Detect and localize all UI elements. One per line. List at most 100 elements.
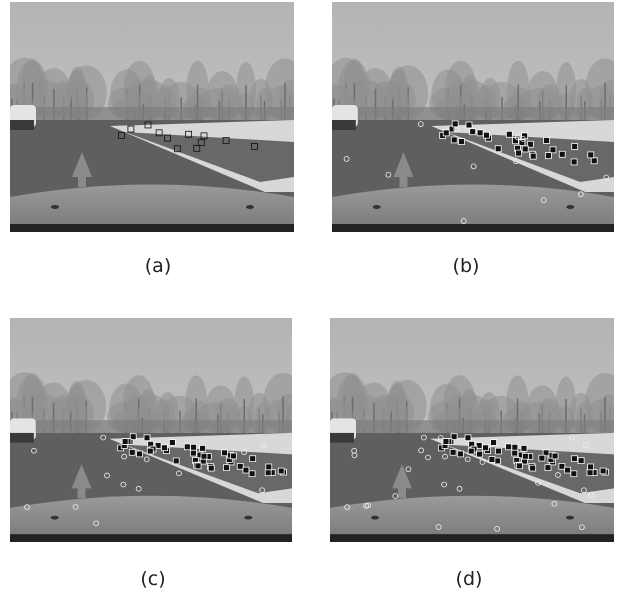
hood-spot xyxy=(566,205,574,209)
hood-shadow xyxy=(10,224,294,232)
feature-square xyxy=(591,158,597,164)
feature-square xyxy=(147,448,153,454)
feature-square xyxy=(195,463,201,469)
feature-square xyxy=(578,458,584,464)
feature-square xyxy=(521,445,527,451)
feature-square xyxy=(169,440,175,446)
feature-square xyxy=(249,471,255,477)
feature-square xyxy=(278,468,284,474)
feature-square xyxy=(495,146,501,152)
feature-square xyxy=(477,130,483,136)
feature-square xyxy=(443,439,449,445)
feature-square xyxy=(516,463,522,469)
tree-line xyxy=(332,107,614,121)
hood-spot xyxy=(373,205,381,209)
feature-square xyxy=(465,435,471,441)
feature-square xyxy=(129,449,135,455)
photo xyxy=(10,318,292,542)
feature-square xyxy=(588,464,594,470)
feature-square xyxy=(122,439,128,445)
feature-square xyxy=(571,471,577,477)
feature-square xyxy=(519,140,525,146)
feature-square xyxy=(494,458,500,464)
feature-square xyxy=(496,448,502,454)
feature-square xyxy=(452,121,458,127)
feature-square xyxy=(223,465,229,471)
feature-square xyxy=(565,467,571,473)
feature-square xyxy=(559,463,565,469)
feature-square xyxy=(266,464,272,470)
feature-square xyxy=(600,468,606,474)
feature-square xyxy=(530,153,536,159)
feature-square xyxy=(200,445,206,451)
feature-square xyxy=(530,465,536,471)
hood-spot xyxy=(244,516,252,520)
hood-shadow xyxy=(330,534,614,542)
feature-square xyxy=(190,450,196,456)
car-dark xyxy=(10,120,34,130)
feature-square xyxy=(144,435,150,441)
feature-square xyxy=(237,463,243,469)
feature-square xyxy=(451,137,457,143)
feature-square xyxy=(443,130,449,136)
feature-square xyxy=(572,143,578,149)
hood-shadow xyxy=(10,534,292,542)
figure: (a) (b) (c) (d) xyxy=(0,0,619,594)
car-dark xyxy=(332,120,356,130)
feature-square xyxy=(265,470,271,476)
car-dark xyxy=(10,433,34,443)
caption: (c) xyxy=(113,568,193,590)
caption: (d) xyxy=(429,568,509,590)
hood-spot xyxy=(566,516,574,520)
feature-square xyxy=(571,159,577,165)
feature-square xyxy=(173,458,179,464)
feature-square xyxy=(231,453,237,459)
feature-square xyxy=(522,453,528,459)
feature-square xyxy=(483,445,489,451)
feature-square xyxy=(545,153,551,159)
feature-square xyxy=(184,444,190,450)
feature-square xyxy=(550,147,556,153)
feature-square xyxy=(587,470,593,476)
feature-square xyxy=(552,453,558,459)
feature-square xyxy=(466,122,472,128)
feature-square xyxy=(512,444,518,450)
hood-spot xyxy=(246,205,254,209)
feature-square xyxy=(201,453,207,459)
tree-line xyxy=(10,420,292,434)
feature-square xyxy=(222,450,228,456)
hood-shadow xyxy=(332,224,614,232)
feature-square xyxy=(161,445,167,451)
tree-line xyxy=(330,420,614,434)
hood-spot xyxy=(51,516,59,520)
photo xyxy=(10,2,294,232)
caption: (b) xyxy=(426,255,506,277)
feature-square xyxy=(544,137,550,143)
feature-square xyxy=(512,450,518,456)
tree-line xyxy=(10,107,294,121)
feature-square xyxy=(506,444,512,450)
feature-square xyxy=(450,449,456,455)
feature-square xyxy=(477,451,483,457)
photo xyxy=(330,318,614,542)
feature-square xyxy=(516,150,522,156)
feature-square xyxy=(545,465,551,471)
feature-square xyxy=(457,451,463,457)
feature-square xyxy=(459,139,465,145)
feature-square xyxy=(522,133,528,139)
feature-square xyxy=(191,444,197,450)
feature-square xyxy=(137,451,143,457)
feature-square xyxy=(559,151,565,157)
feature-square xyxy=(522,146,528,152)
feature-square xyxy=(468,448,474,454)
feature-square xyxy=(250,456,256,462)
feature-square xyxy=(243,467,249,473)
feature-square xyxy=(483,132,489,138)
feature-square xyxy=(571,456,577,462)
feature-square xyxy=(539,455,545,461)
hood-spot xyxy=(371,516,379,520)
feature-square xyxy=(208,465,214,471)
car-dark xyxy=(330,433,354,443)
feature-square xyxy=(470,129,476,135)
feature-square xyxy=(506,131,512,137)
